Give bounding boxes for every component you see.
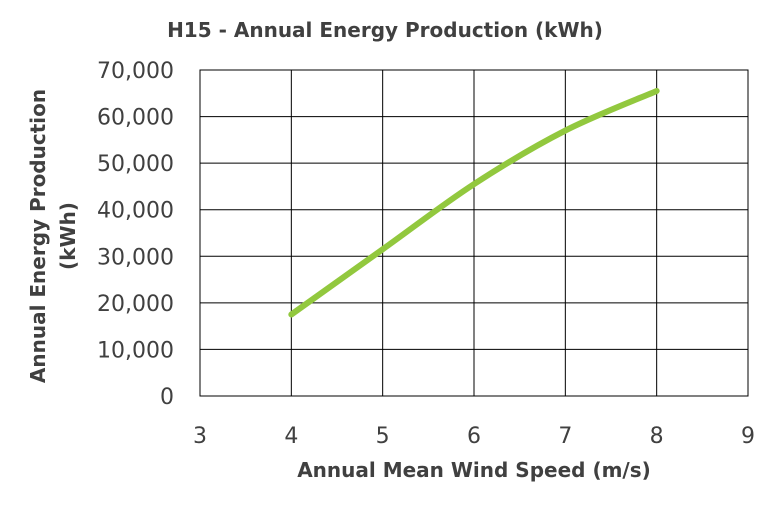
y-tick-label: 70,000 <box>97 59 174 84</box>
y-tick-labels: 0 10,000 20,000 30,000 40,000 50,000 60,000 70,… <box>97 59 174 410</box>
x-tick-label: 9 <box>741 424 755 449</box>
plot-frame <box>199 69 749 397</box>
y-tick-label: 10,000 <box>97 338 174 363</box>
series-line-0 <box>288 87 660 318</box>
x-tick-label: 6 <box>467 424 481 449</box>
series-group <box>288 87 660 318</box>
y-tick-label: 40,000 <box>97 199 174 224</box>
x-axis-title: Annual Mean Wind Speed (m/s) <box>297 458 651 482</box>
y-tick-label: 30,000 <box>97 245 174 270</box>
x-tick-label: 4 <box>284 424 298 449</box>
y-tick-label: 60,000 <box>97 106 174 131</box>
x-tick-label: 5 <box>376 424 390 449</box>
y-tick-label: 50,000 <box>97 152 174 177</box>
grid-lines <box>199 69 749 397</box>
x-tick-label: 3 <box>193 424 207 449</box>
y-axis-title-line-1: Annual Energy Production <box>26 89 50 383</box>
y-tick-label: 20,000 <box>97 292 174 317</box>
x-tick-label: 8 <box>650 424 664 449</box>
x-tick-labels: 3 4 5 6 7 8 9 <box>193 424 755 449</box>
y-axis-title-line-2: (kWh) <box>56 202 80 270</box>
chart-title: H15 - Annual Energy Production (kWh) <box>167 18 603 42</box>
x-tick-label: 7 <box>558 424 572 449</box>
y-tick-label: 0 <box>160 385 174 410</box>
y-axis-title: Annual Energy Production (kWh) <box>26 89 80 383</box>
